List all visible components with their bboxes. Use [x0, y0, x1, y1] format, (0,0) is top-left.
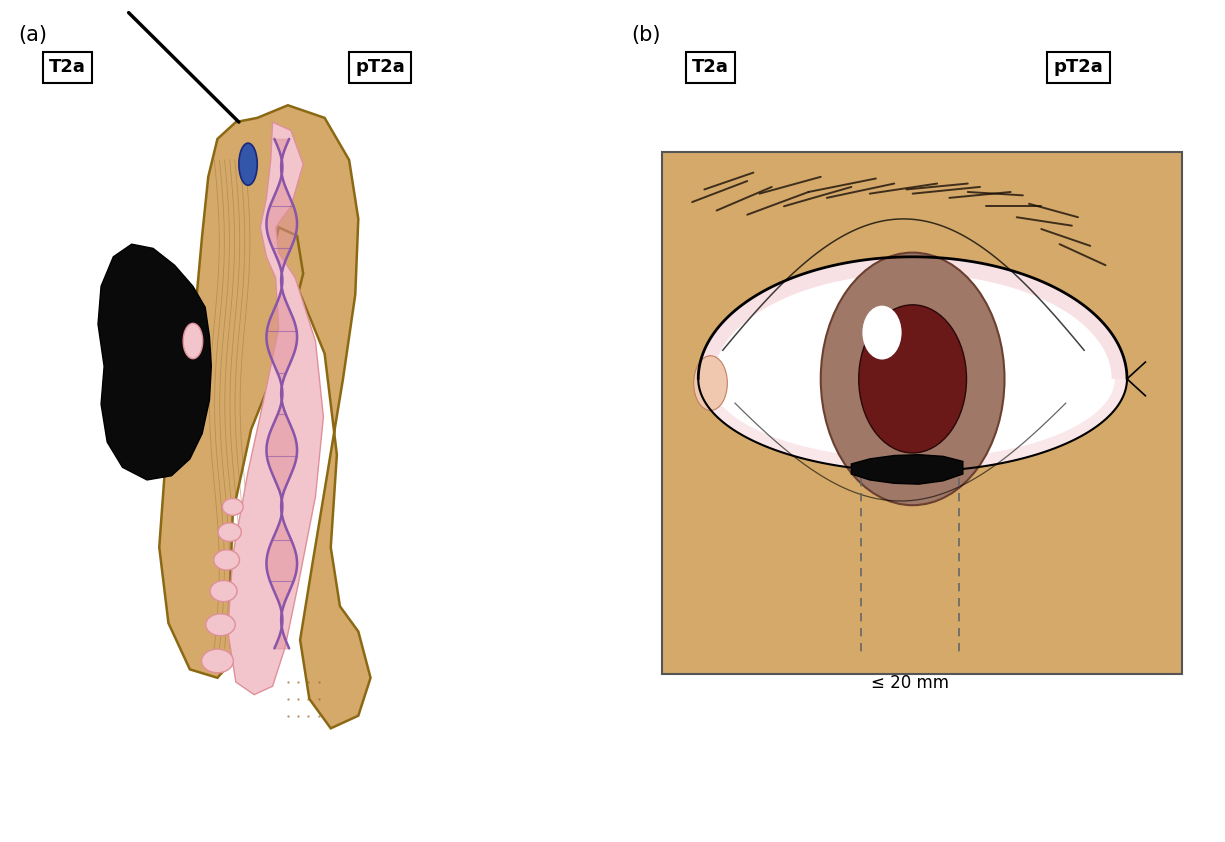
- Text: (b): (b): [631, 25, 660, 45]
- Ellipse shape: [218, 523, 241, 541]
- Text: T2a: T2a: [49, 58, 86, 77]
- Ellipse shape: [213, 550, 240, 570]
- Polygon shape: [228, 122, 323, 695]
- Polygon shape: [698, 257, 1127, 472]
- Text: pT2a: pT2a: [355, 58, 405, 77]
- Text: ≤ 20 mm: ≤ 20 mm: [871, 674, 948, 691]
- Text: pT2a: pT2a: [1054, 58, 1104, 77]
- Ellipse shape: [223, 498, 243, 515]
- Polygon shape: [98, 244, 212, 480]
- Ellipse shape: [211, 581, 238, 601]
- Circle shape: [862, 306, 902, 360]
- Ellipse shape: [184, 323, 203, 359]
- Text: T2a: T2a: [692, 58, 729, 77]
- Text: (a): (a): [18, 25, 48, 45]
- Circle shape: [859, 305, 967, 453]
- Ellipse shape: [239, 143, 257, 185]
- Polygon shape: [698, 257, 1127, 379]
- Ellipse shape: [206, 614, 235, 636]
- Polygon shape: [851, 455, 963, 484]
- Ellipse shape: [693, 355, 728, 410]
- Polygon shape: [159, 105, 370, 728]
- Circle shape: [821, 253, 1004, 505]
- FancyBboxPatch shape: [662, 152, 1182, 674]
- Polygon shape: [698, 379, 1127, 472]
- Ellipse shape: [201, 649, 233, 673]
